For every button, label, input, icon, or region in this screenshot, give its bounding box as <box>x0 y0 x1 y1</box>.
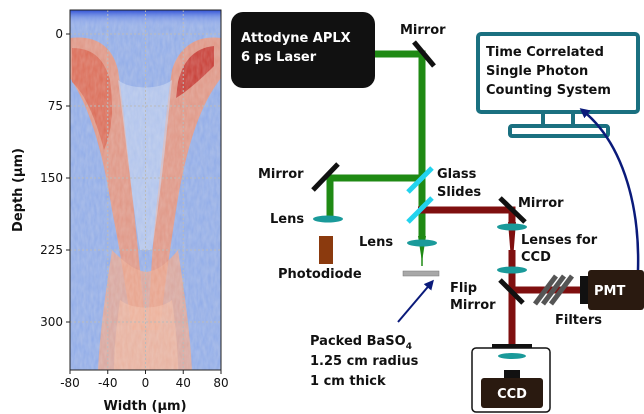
x-tick-label-1: -40 <box>98 376 118 390</box>
x-tick-label-3: 40 <box>176 376 191 390</box>
sample-label-line3: 1 cm thick <box>310 374 386 389</box>
flip-mirror-label-1: Flip <box>450 281 477 296</box>
tcspc-label-line2: Single Photon <box>486 64 588 79</box>
y-tick-label-0: 0 <box>55 27 63 41</box>
mirror-top-label: Mirror <box>400 23 446 38</box>
tcspc-label-line1: Time Correlated <box>486 45 604 60</box>
y-axis-ticks: 0 75 150 225 300 <box>40 27 70 329</box>
red-beam-cone <box>508 222 516 272</box>
pmt-window <box>580 276 588 304</box>
ccd-lens <box>498 353 526 359</box>
pmt-to-tcspc-arrow <box>579 108 640 271</box>
lens-center-label: Lens <box>359 235 393 250</box>
glass-label-1: Glass <box>437 167 477 182</box>
lens-left <box>313 215 343 223</box>
lens-left-label: Lens <box>270 212 304 227</box>
lens-ccd-1 <box>497 223 527 231</box>
ccd-lens-mount <box>492 344 532 348</box>
mirror-right-label: Mirror <box>518 196 564 211</box>
heatmap-panel: 0 75 150 225 300 -80 -40 0 40 80 Depth (μm) Widt… <box>11 9 229 414</box>
laser-box <box>231 12 375 88</box>
mirror-right <box>498 196 527 224</box>
x-tick-label-0: -80 <box>60 376 80 390</box>
tcspc-monitor-base <box>508 124 610 138</box>
lenses-ccd-label-1: Lenses for <box>521 233 598 248</box>
y-tick-label-1: 75 <box>48 99 63 113</box>
y-tick-label-4: 300 <box>40 315 63 329</box>
sample-label-line1: Packed BaSO4 <box>310 334 412 352</box>
mirror-left-label: Mirror <box>258 167 304 182</box>
glass-slide-2 <box>406 196 434 224</box>
photodiode <box>319 236 333 264</box>
x-axis-label: Width (μm) <box>103 399 186 414</box>
x-tick-label-2: 0 <box>142 376 150 390</box>
sample-pointer-arrow <box>397 279 434 323</box>
flip-mirror <box>498 278 525 305</box>
flip-mirror-label-2: Mirror <box>450 298 496 313</box>
pmt-label: PMT <box>594 284 625 299</box>
lens-center <box>407 239 437 247</box>
y-axis-label: Depth (μm) <box>11 148 26 232</box>
lens-ccd-2 <box>497 266 527 274</box>
x-tick-label-4: 80 <box>213 376 228 390</box>
filter-2 <box>541 274 566 306</box>
ccd-camera <box>481 378 543 408</box>
x-axis-ticks: -80 -40 0 40 80 <box>60 370 229 390</box>
sample-baso4 <box>402 270 440 277</box>
y-tick-label-2: 150 <box>40 171 63 185</box>
ccd-neck <box>504 370 520 378</box>
sample-label-line2: 1.25 cm radius <box>310 354 419 369</box>
glass-slide-1 <box>406 166 434 194</box>
filter-1 <box>533 274 558 306</box>
ccd-label: CCD <box>497 387 527 402</box>
glass-label-2: Slides <box>437 185 481 200</box>
filters-label: Filters <box>555 313 602 328</box>
photodiode-label: Photodiode <box>278 267 362 282</box>
laser-label-line2: 6 ps Laser <box>241 50 317 65</box>
pmt-box <box>588 270 644 310</box>
optical-setup-diagram: Attodyne APLX 6 ps Laser Mirror Mirror M… <box>231 12 644 413</box>
tcspc-label-line3: Counting System <box>486 83 611 98</box>
mirror-left <box>311 162 340 192</box>
mirror-top <box>412 40 436 68</box>
laser-label-line1: Attodyne APLX <box>241 31 351 46</box>
tcspc-monitor-neck <box>541 110 575 128</box>
lenses-ccd-label-2: CCD <box>521 250 551 265</box>
filter-3 <box>549 274 574 306</box>
y-tick-label-3: 225 <box>40 243 63 257</box>
